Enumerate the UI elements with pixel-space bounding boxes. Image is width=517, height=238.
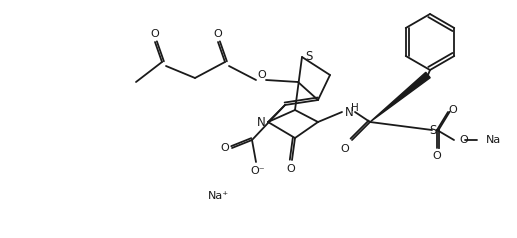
Text: O: O bbox=[214, 29, 222, 39]
Text: Na⁺: Na⁺ bbox=[207, 191, 229, 201]
Text: O: O bbox=[221, 143, 230, 153]
Text: O⁻: O⁻ bbox=[251, 166, 265, 176]
Text: S: S bbox=[429, 124, 437, 138]
Text: O: O bbox=[341, 144, 349, 154]
Text: O: O bbox=[449, 105, 458, 115]
Text: O: O bbox=[257, 70, 266, 80]
Text: Na: Na bbox=[486, 135, 501, 145]
Text: N: N bbox=[345, 105, 354, 119]
Text: N: N bbox=[256, 115, 265, 129]
Text: S: S bbox=[306, 50, 313, 63]
Text: O: O bbox=[286, 164, 295, 174]
Polygon shape bbox=[370, 72, 430, 122]
Text: H: H bbox=[351, 103, 359, 113]
Text: O: O bbox=[150, 29, 159, 39]
Text: O: O bbox=[433, 151, 442, 161]
Text: O: O bbox=[459, 135, 468, 145]
